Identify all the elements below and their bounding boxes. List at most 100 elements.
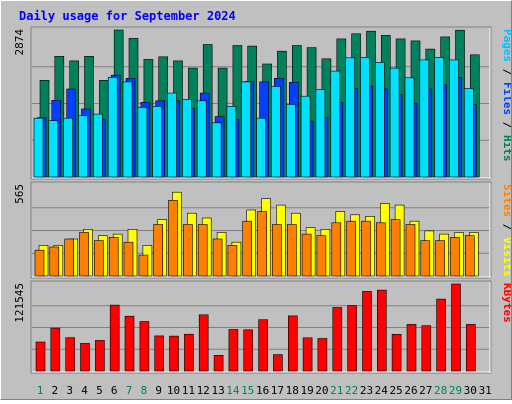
bar-sites — [242, 220, 252, 277]
panel-legend-label: Sites / Visits — [501, 184, 511, 277]
bar-sites — [346, 220, 356, 277]
bar-sites — [108, 237, 119, 277]
day-label: 1 — [37, 384, 44, 397]
bar-kbytes — [273, 354, 283, 372]
bar-sites — [464, 235, 475, 277]
bar-pages — [107, 77, 118, 178]
bar-pages — [463, 88, 474, 178]
bar-pages — [256, 117, 266, 178]
bar-pages — [122, 81, 133, 178]
bar-sites — [450, 237, 460, 277]
bar-pages — [330, 70, 341, 178]
day-label: 21 — [330, 384, 343, 397]
bar-sites — [405, 224, 416, 277]
bar-sites — [168, 200, 178, 277]
bar-pages — [152, 106, 162, 178]
day-label: 26 — [404, 384, 417, 397]
bar-sites — [316, 235, 327, 277]
bar-pages — [404, 77, 415, 178]
bar-kbytes — [451, 283, 461, 372]
day-label: 18 — [286, 384, 299, 397]
day-label: 29 — [449, 384, 462, 397]
bar-kbytes — [109, 304, 120, 372]
bar-sites — [420, 240, 431, 277]
legend-text: Files — [501, 82, 511, 115]
bar-kbytes — [243, 329, 253, 372]
bar-kbytes — [139, 321, 150, 372]
day-label: 23 — [360, 384, 373, 397]
bar-sites — [34, 249, 45, 277]
bar-kbytes — [65, 337, 75, 372]
day-label: 7 — [126, 384, 133, 397]
bar-kbytes — [228, 329, 239, 372]
bar-kbytes — [465, 324, 476, 372]
day-label: 13 — [211, 384, 224, 397]
panel-max-label: 121545 — [13, 283, 26, 323]
legend-text: / — [501, 217, 511, 237]
bar-kbytes — [391, 333, 402, 372]
day-label: 6 — [111, 384, 118, 397]
bar-pages — [167, 92, 177, 178]
bar-kbytes — [421, 325, 432, 372]
bar-pages — [285, 104, 296, 178]
bar-pages — [182, 99, 192, 178]
bar-pages — [300, 95, 311, 178]
bar-sites — [123, 241, 134, 277]
legend-text: Visits — [501, 237, 511, 277]
panel-max-label: 565 — [13, 184, 26, 204]
bar-sites — [79, 232, 89, 277]
bar-sites — [94, 240, 104, 277]
bar-kbytes — [362, 291, 372, 372]
bar-sites — [331, 222, 342, 277]
bar-sites — [435, 240, 445, 277]
legend-text: Hits — [501, 135, 511, 162]
bar-sites — [64, 238, 75, 277]
bar-kbytes — [213, 354, 224, 372]
panel-max-label: 2874 — [13, 29, 26, 56]
legend-text: Pages — [501, 29, 511, 62]
bar-kbytes — [302, 337, 313, 372]
bar-sites — [257, 211, 267, 277]
bar-kbytes — [169, 335, 179, 372]
bar-pages — [389, 67, 400, 178]
bar-kbytes — [154, 335, 164, 372]
bar-pages — [137, 107, 148, 178]
bar-pages — [63, 117, 74, 178]
day-label: 22 — [345, 384, 358, 397]
legend-text: / — [501, 62, 511, 82]
bar-sites — [153, 224, 163, 277]
bar-kbytes — [184, 333, 194, 372]
bar-pages — [48, 120, 59, 178]
panel-legend-label: Pages / Files / Hits — [501, 29, 511, 162]
bar-pages — [271, 86, 281, 178]
day-label: 28 — [434, 384, 447, 397]
chart-title: Daily usage for September 2024 — [19, 9, 236, 23]
bar-pages — [449, 59, 459, 178]
day-label: 9 — [155, 384, 162, 397]
bar-sites — [286, 224, 297, 277]
day-label: 14 — [226, 384, 240, 397]
bar-pages — [33, 117, 44, 178]
bar-kbytes — [376, 289, 387, 372]
bar-pages — [419, 59, 430, 178]
day-label: 17 — [271, 384, 284, 397]
bar-kbytes — [95, 340, 105, 372]
bar-kbytes — [124, 315, 135, 372]
bar-sites — [390, 219, 401, 277]
day-label: 31 — [479, 384, 492, 397]
day-label: 24 — [375, 384, 389, 397]
bar-kbytes — [287, 315, 298, 372]
legend-text: KBytes — [501, 283, 511, 323]
day-label: 12 — [197, 384, 210, 397]
day-label: 19 — [300, 384, 313, 397]
bar-kbytes — [317, 338, 328, 372]
day-label: 27 — [419, 384, 432, 397]
bar-kbytes — [35, 341, 46, 372]
day-label: 16 — [256, 384, 269, 397]
bar-kbytes — [347, 305, 357, 372]
day-label: 4 — [81, 384, 88, 397]
panel-legend-label: KBytes — [501, 283, 511, 323]
bar-sites — [138, 254, 149, 277]
